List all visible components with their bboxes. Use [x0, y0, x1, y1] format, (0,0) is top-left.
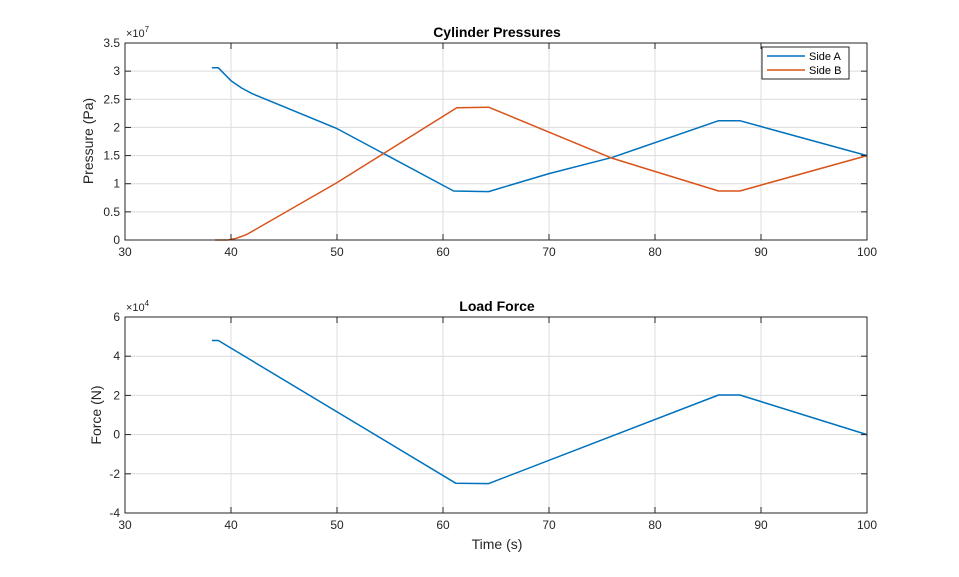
pressure-axes-frame: [124, 42, 868, 241]
pressure-series-line-side-b: [215, 106, 868, 241]
pressure-y-exponent: ×107: [126, 25, 150, 40]
force-y-tick-label: -4: [109, 506, 120, 520]
pressure-plot-title: Cylinder Pressures: [433, 24, 561, 40]
force-x-tick-label: 90: [754, 518, 768, 532]
pressure-y-tick-label: 3.5: [103, 36, 120, 50]
pressure-x-tick-label: 50: [330, 245, 344, 259]
force-x-axis-label: Time (s): [472, 536, 523, 552]
force-y-tick-label: 6: [113, 310, 120, 324]
force-y-tick-label: -2: [109, 467, 120, 481]
pressure-y-tick-label: 1.5: [103, 149, 120, 163]
force-x-tick-label: 50: [330, 518, 344, 532]
force-x-tick-label: 80: [648, 518, 662, 532]
pressure-series-line-side-a: [211, 67, 868, 193]
pressure-y-tick-label: 3: [113, 64, 120, 78]
pressure-ticks: 30 40 50 60 70 80 90 100 0 0.5 1 1.5 2 2.5 3 3.5: [103, 36, 877, 259]
force-series-lines: [211, 339, 868, 485]
force-y-exponent: ×104: [126, 299, 150, 314]
force-x-tick-label: 30: [118, 518, 132, 532]
pressure-y-tick-label: 2: [113, 120, 120, 134]
legend-label-side-b: Side B: [809, 65, 841, 77]
force-x-tick-label: 40: [224, 518, 238, 532]
force-grid: [125, 317, 867, 513]
force-x-tick-label: 100: [857, 518, 877, 532]
pressure-x-tick-label: 30: [118, 245, 132, 259]
force-x-tick-label: 60: [436, 518, 450, 532]
pressure-y-axis-label: Pressure (Pa): [80, 98, 96, 184]
force-ticks: 30 40 50 60 70 80 90 100 -4 -2 0 2 4 6: [109, 310, 877, 532]
pressure-y-tick-label: 0: [113, 233, 120, 247]
force-y-axis-label: Force (N): [88, 385, 104, 444]
pressure-y-tick-label: 0.5: [103, 205, 120, 219]
force-y-tick-label: 4: [113, 349, 120, 363]
pressure-legend[interactable]: Side A Side B: [761, 46, 850, 80]
pressure-x-tick-label: 60: [436, 245, 450, 259]
pressure-series-lines: [211, 67, 868, 241]
pressure-x-tick-label: 90: [754, 245, 768, 259]
force-y-tick-label: 0: [113, 428, 120, 442]
pressure-x-tick-label: 80: [648, 245, 662, 259]
pressure-axes: Cylinder Pressures ×107 Pressure (Pa) 30…: [80, 24, 877, 259]
pressure-y-tick-label: 1: [113, 177, 120, 191]
force-axes-frame: [124, 316, 868, 514]
legend-box: [761, 46, 850, 80]
legend-label-side-a: Side A: [809, 51, 841, 63]
pressure-y-tick-label: 2.5: [103, 92, 120, 106]
force-axes: Load Force ×104 Force (N) Time (s) 30 40 5…: [88, 298, 877, 552]
pressure-grid: [125, 43, 867, 240]
force-series-line-force: [211, 339, 868, 485]
force-plot-title: Load Force: [459, 298, 535, 314]
force-y-tick-label: 2: [113, 388, 120, 402]
pressure-x-tick-label: 100: [857, 245, 877, 259]
pressure-x-tick-label: 40: [224, 245, 238, 259]
pressure-x-tick-label: 70: [542, 245, 556, 259]
force-x-tick-label: 70: [542, 518, 556, 532]
